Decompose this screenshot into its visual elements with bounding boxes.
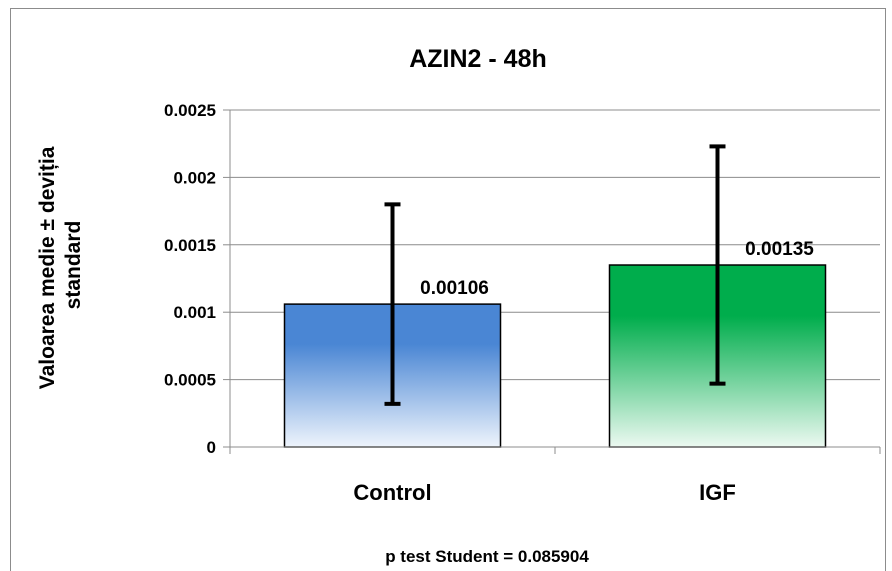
category-labels: Control IGF [353,480,735,505]
y-tick-label: 0.001 [173,303,216,322]
category-label: Control [353,480,431,505]
error-bars [384,144,726,406]
category-label: IGF [699,480,736,505]
y-tick-label: 0.0005 [164,371,216,390]
data-labels: 0.00106 0.00135 [420,239,814,299]
y-tick-labels: 0 0.0005 0.001 0.0015 0.002 0.0025 [164,101,216,457]
error-bar-igf [709,144,726,386]
chart-title: AZIN2 - 48h [409,45,547,73]
y-tick-label: 0.0025 [164,101,216,120]
y-tick-label: 0.002 [173,168,216,187]
y-tick-label: 0.0015 [164,236,216,255]
axes [229,110,881,454]
error-bar-control [384,202,401,406]
y-axis-label-line-1: Valoarea medie ± deviția [36,146,59,389]
data-label: 0.00106 [420,278,489,299]
y-axis-label-line-2: standard [62,221,85,310]
y-axis-label: Valoarea medie ± deviția standard [36,141,85,390]
data-label: 0.00135 [745,239,814,260]
bars [283,264,827,448]
p-value-footnote: p test Student = 0.085904 [385,547,589,566]
y-tick-label: 0 [207,438,216,457]
